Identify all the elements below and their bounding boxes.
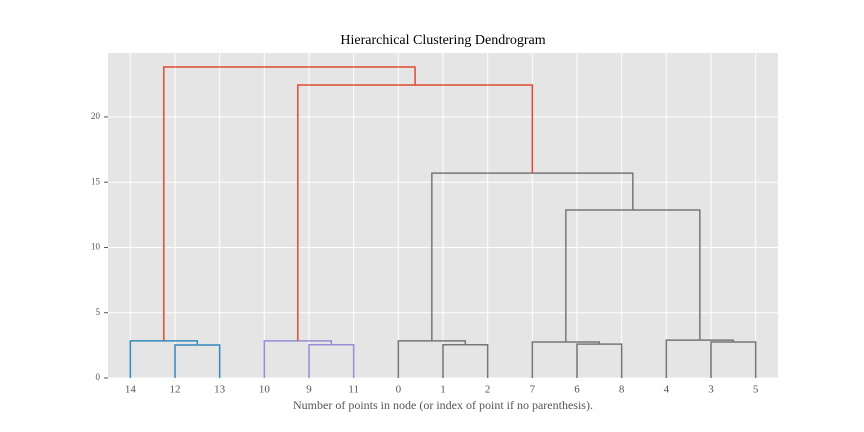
dendrogram-link (710, 341, 757, 378)
dendrogram-link (308, 343, 355, 378)
x-tick-label: 14 (125, 384, 137, 396)
dendrogram-link (531, 341, 601, 378)
x-tick-label: 12 (170, 384, 181, 396)
x-tick-label: 1 (440, 384, 446, 396)
chart-title: Hierarchical Clustering Dendrogram (340, 33, 545, 48)
y-tick-label: 15 (91, 176, 101, 186)
x-tick-label: 13 (214, 384, 226, 396)
dendrogram-link (665, 339, 735, 378)
dendrogram-link (442, 343, 489, 378)
x-tick-label: 8 (619, 384, 625, 396)
x-tick-label: 0 (396, 384, 402, 396)
x-tick-label: 3 (708, 384, 714, 396)
x-axis-label: Number of points in node (or index of po… (293, 398, 593, 412)
x-tick-label: 5 (753, 384, 759, 396)
x-tick-label: 2 (485, 384, 491, 396)
y-tick-label: 0 (96, 372, 101, 382)
y-tick-label: 20 (91, 111, 101, 121)
x-tick-label: 4 (664, 384, 670, 396)
x-tick-label: 6 (574, 384, 580, 396)
y-tick-label: 5 (96, 307, 101, 317)
x-tick-label: 11 (348, 384, 359, 396)
x-tick-label: 10 (259, 384, 271, 396)
y-tick-label: 10 (91, 242, 101, 252)
dendrogram-link (174, 344, 221, 378)
dendrogram-link (263, 340, 333, 378)
dendrogram-link (397, 340, 467, 378)
dendrogram-link (129, 340, 199, 378)
x-tick-label: 9 (306, 384, 312, 396)
x-tick-label: 7 (530, 384, 536, 396)
dendrogram-link (163, 66, 416, 341)
